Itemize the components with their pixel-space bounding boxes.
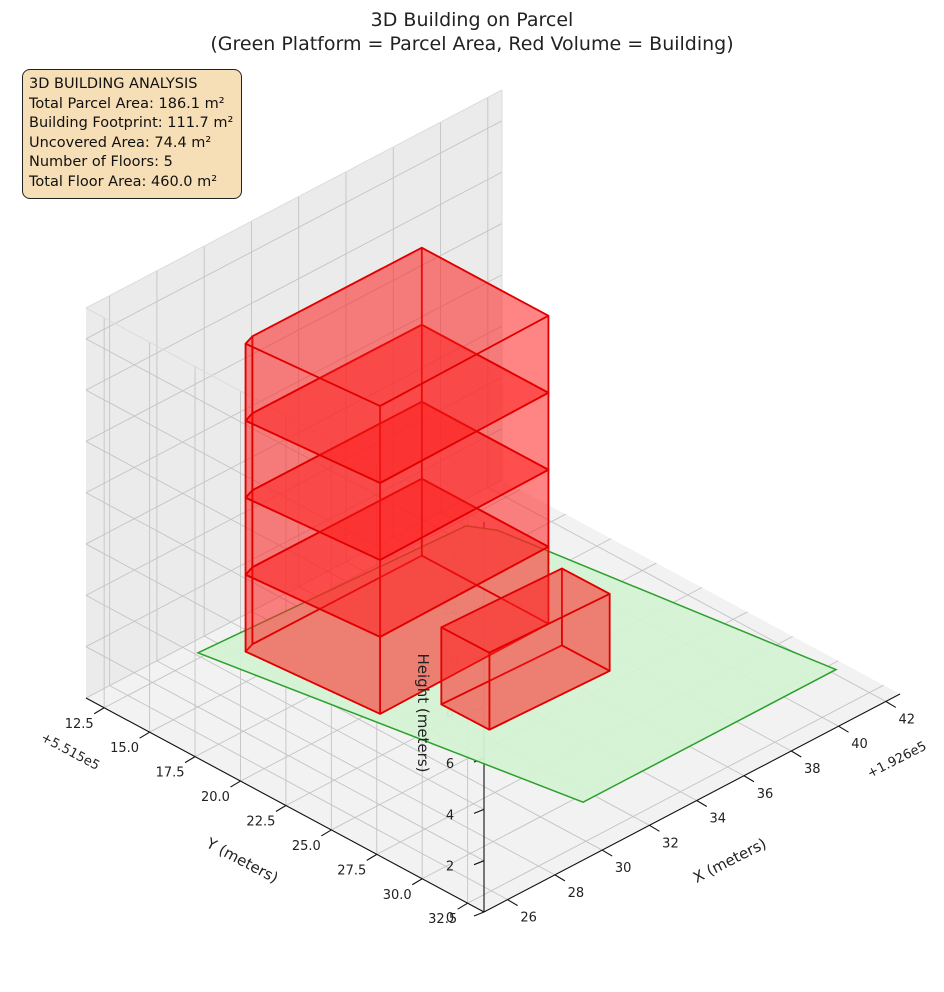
chart-title: 3D Building on Parcel — [371, 9, 574, 31]
grid-line-z-right — [85, 376, 503, 596]
y-tick-label: 27.5 — [337, 863, 366, 878]
z-tick-label: 6 — [446, 757, 454, 772]
x-offset-label: +1.926e5 — [865, 739, 929, 782]
y-axis-line — [85, 697, 485, 913]
grid-line-z-right — [85, 171, 503, 391]
grid-line-x-floor — [109, 685, 508, 901]
info-line-parcel-area: Total Parcel Area: 186.1 m² — [29, 95, 225, 112]
grid-line-x-floor — [156, 660, 556, 876]
z-tick-mark — [473, 808, 485, 814]
x-tick-mark — [743, 775, 755, 783]
z-tick-label: 0 — [446, 911, 454, 926]
building-floor-3-top — [244, 400, 550, 561]
info-line-floor-area: Total Floor Area: 460.0 m² — [29, 173, 218, 190]
z-tick-mark — [473, 860, 485, 866]
grid-line-z-right — [85, 479, 503, 699]
y-tick-label: 12.5 — [65, 717, 94, 732]
building-floor-2-top — [244, 477, 550, 638]
building-floor-5-top — [244, 246, 550, 407]
y-tick-mark — [230, 780, 241, 788]
y-tick-label: 22.5 — [246, 814, 275, 829]
x-tick-label: 28 — [568, 886, 585, 901]
grid-line-z-left — [85, 594, 485, 810]
y-offset-label: +5.515e5 — [38, 730, 102, 773]
y-tick-label: 25.0 — [292, 839, 321, 854]
info-heading: 3D BUILDING ANALYSIS — [29, 76, 198, 92]
y-tick-mark — [411, 878, 423, 886]
y-tick-mark — [366, 853, 378, 861]
grid-line-z-right — [85, 120, 503, 340]
analysis-info-box: 3D BUILDING ANALYSIS Total Parcel Area: … — [22, 69, 243, 199]
grid-line-y-floor — [467, 684, 884, 904]
info-line-footprint: Building Footprint: 111.7 m² — [29, 115, 234, 131]
y-tick-mark — [139, 731, 150, 739]
y-tick-mark — [275, 805, 287, 812]
building-layer — [244, 246, 611, 731]
info-line-floors: Number of Floors: 5 — [29, 154, 173, 170]
x-axis-label: X (meters) — [690, 834, 769, 886]
x-tick-mark — [696, 800, 708, 807]
y-axis-label: Y (meters) — [203, 834, 282, 887]
z-tick-mark — [473, 911, 485, 917]
pane-edge — [85, 89, 503, 309]
grid-line-z-left — [85, 646, 485, 862]
y-tick-mark — [457, 902, 468, 910]
x-tick-label: 32 — [662, 836, 679, 851]
info-line-uncovered: Uncovered Area: 74.4 m² — [29, 134, 212, 151]
y-tick-label: 32.5 — [428, 912, 457, 927]
y-tick-mark — [321, 829, 332, 837]
x-tick-mark — [507, 899, 518, 907]
x-tick-mark — [885, 700, 897, 708]
x-tick-mark — [554, 874, 566, 882]
x-tick-mark — [601, 849, 613, 857]
y-tick-label: 20.0 — [201, 790, 230, 805]
y-tick-label: 17.5 — [156, 766, 185, 781]
building-floor-1-top — [440, 567, 611, 654]
x-tick-label: 38 — [804, 762, 821, 777]
x-tick-label: 26 — [520, 911, 537, 926]
x-tick-label: 34 — [709, 812, 726, 827]
y-tick-label: 30.0 — [383, 888, 412, 903]
x-tick-label: 36 — [757, 787, 774, 802]
building-floor-4-top — [244, 323, 550, 484]
y-tick-mark — [93, 707, 105, 715]
grid-line-z-left — [85, 338, 485, 554]
x-tick-mark — [649, 824, 660, 832]
right-wall-pane — [86, 90, 502, 698]
y-tick-label: 15.0 — [110, 741, 139, 756]
chart-subtitle: (Green Platform = Parcel Area, Red Volum… — [210, 33, 733, 55]
x-axis-line — [483, 693, 901, 913]
pane-edge — [85, 307, 485, 523]
x-tick-mark — [838, 725, 849, 733]
x-tick-mark — [790, 750, 802, 758]
grid-line-z-right — [85, 274, 503, 494]
grid-line-z-right — [85, 223, 503, 442]
grid-line-z-right — [85, 428, 503, 648]
grid-line-z-right — [85, 325, 503, 545]
z-tick-label: 2 — [446, 860, 454, 875]
z-tick-label: 4 — [446, 808, 454, 823]
x-tick-label: 40 — [851, 737, 868, 752]
y-tick-mark — [184, 756, 196, 764]
x-tick-label: 42 — [899, 712, 916, 727]
x-tick-label: 30 — [615, 861, 632, 876]
z-axis-label: Height (meters) — [414, 654, 432, 773]
